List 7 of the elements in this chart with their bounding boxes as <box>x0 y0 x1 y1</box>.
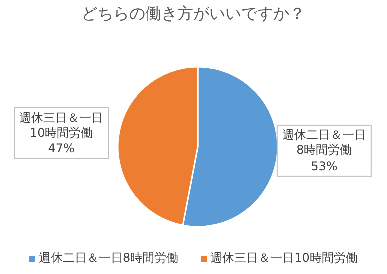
legend-label: 週休二日＆一日8時間労働 <box>39 250 179 267</box>
data-label: 47% <box>48 142 75 156</box>
data-label: 53% <box>311 159 338 174</box>
legend-label: 週休三日＆一日10時間労働 <box>210 250 358 267</box>
slice-label: 週休三日＆一日10時間労働 <box>18 110 105 141</box>
slice-label: 週休二日＆一日8時間労働 <box>281 128 368 158</box>
chart-title: どちらの働き方がいいですか？ <box>80 4 306 25</box>
